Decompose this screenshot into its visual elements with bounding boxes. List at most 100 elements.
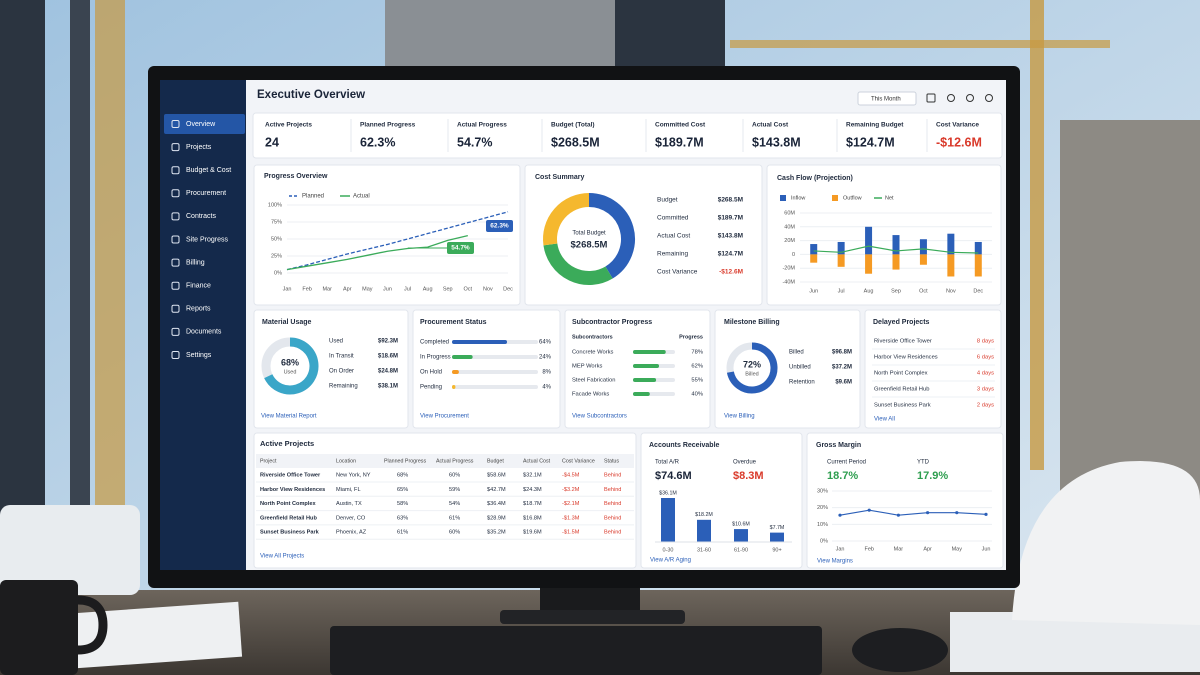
table-cell: Sunset Business Park (260, 530, 320, 536)
donut-caption: Used (284, 369, 297, 375)
user-icon[interactable] (985, 94, 993, 102)
x-tick-label: Dec (503, 286, 513, 292)
bar-track (452, 355, 538, 359)
row-label: Concrete Works (572, 350, 614, 356)
bell-icon[interactable] (947, 94, 955, 102)
row-value: 78% (691, 350, 703, 356)
keyboard (330, 626, 822, 675)
table-cell: -$2.1M (562, 501, 580, 507)
nav-item[interactable]: Documents (186, 329, 222, 336)
nav-icon (171, 235, 180, 244)
nav-item[interactable]: Overview (186, 121, 216, 128)
margin-point (984, 512, 988, 516)
panel-link[interactable]: View A/R Aging (650, 558, 691, 564)
row-value: 55% (691, 378, 703, 384)
row-label: Remaining (657, 251, 688, 258)
panel-link[interactable]: View Billing (724, 414, 755, 420)
panel-title: Material Usage (262, 319, 312, 326)
settings-icon[interactable] (966, 94, 974, 102)
stat-value: 18.7% (827, 470, 858, 482)
nav-item[interactable]: Projects (186, 144, 212, 151)
bar (452, 340, 508, 344)
y-tick-label: 100% (268, 202, 282, 208)
stat-value: $8.3M (733, 470, 764, 482)
panel (564, 309, 711, 429)
table-cell: 59% (449, 487, 460, 493)
bar (837, 241, 845, 255)
nav-icon (171, 351, 180, 359)
nav-icon (171, 304, 180, 313)
bar (892, 235, 900, 255)
y-tick-label: 60M (784, 210, 795, 216)
legend-swatch (832, 195, 838, 201)
column-header: Status (604, 458, 619, 464)
x-tick-label: 0-30 (662, 547, 673, 553)
blueprint-roll (0, 505, 140, 595)
legend-label: Inflow (791, 195, 805, 201)
row-value: $96.8M (832, 350, 852, 356)
project-name: Sunset Business Park (874, 403, 931, 409)
panel-link[interactable]: View Material Report (261, 414, 317, 420)
nav-icon (171, 327, 180, 336)
bar (452, 385, 456, 389)
nav-icon (171, 281, 180, 290)
period-filter[interactable] (857, 91, 917, 106)
panel-link[interactable]: View Procurement (420, 414, 469, 420)
nav-item[interactable]: Reports (186, 306, 211, 313)
nav-item[interactable]: Site Progress (186, 236, 229, 243)
crane (1030, 0, 1044, 470)
calendar-icon[interactable] (926, 93, 936, 103)
row-label: Facade Works (572, 392, 609, 398)
row-label: Remaining (329, 384, 358, 390)
donut-center-label: Total Budget (572, 231, 606, 237)
nav-item[interactable]: Billing (186, 259, 205, 266)
crane (95, 0, 125, 520)
stat-value: 17.9% (917, 470, 948, 482)
panel (864, 309, 1002, 429)
panel-title: Progress Overview (264, 173, 328, 180)
x-tick-label: Jan (283, 286, 292, 292)
kpi-value: 54.7% (457, 135, 492, 149)
y-tick-label: 10% (817, 522, 828, 528)
table-cell: 68% (397, 472, 408, 478)
kpi-label: Cost Variance (936, 122, 979, 129)
bar (633, 350, 666, 354)
window-frame (0, 0, 45, 600)
nav-item[interactable]: Finance (186, 283, 211, 290)
nav-item[interactable]: Procurement (186, 190, 226, 197)
table-cell: Riverside Office Tower (260, 472, 321, 478)
panel-link[interactable]: View All (874, 417, 895, 423)
period-filter-label[interactable]: This Month (871, 97, 901, 103)
x-tick-label: May (952, 546, 963, 552)
table-cell: Behind (604, 501, 621, 507)
panel-title: Cash Flow (Projection) (777, 175, 853, 182)
project-name: Greenfield Retail Hub (874, 387, 929, 393)
panel (766, 164, 1002, 306)
x-tick-label: 31-60 (697, 547, 711, 553)
bar (892, 254, 900, 270)
row-label: In Transit (329, 354, 354, 360)
panel-link[interactable]: View All Projects (260, 554, 304, 560)
nav-item[interactable]: Contracts (186, 213, 216, 220)
nav-item[interactable]: Settings (186, 352, 212, 359)
table-cell: $42.7M (487, 487, 506, 493)
bar (810, 254, 818, 263)
row-label: Budget (657, 197, 678, 204)
donut-value (264, 337, 319, 395)
bar (452, 355, 473, 359)
bar (697, 519, 711, 542)
row-label: Pending (420, 385, 442, 391)
column-header: Planned Progress (384, 458, 426, 464)
x-tick-label: Jun (982, 546, 991, 552)
panel-title: Accounts Receivable (649, 442, 720, 449)
x-tick-label: Feb (302, 286, 311, 292)
monitor-base (500, 610, 685, 624)
row-label: MEP Works (572, 364, 602, 370)
table-cell: -$1.5M (562, 530, 580, 536)
row-label: Steel Fabrication (572, 378, 616, 384)
y-tick-label: 0% (820, 538, 828, 544)
panel-link[interactable]: View Subcontractors (572, 414, 627, 420)
panel-link[interactable]: View Margins (817, 559, 853, 565)
donut-center-value: $268.5M (571, 240, 608, 251)
nav-item[interactable]: Budget & Cost (186, 167, 231, 174)
